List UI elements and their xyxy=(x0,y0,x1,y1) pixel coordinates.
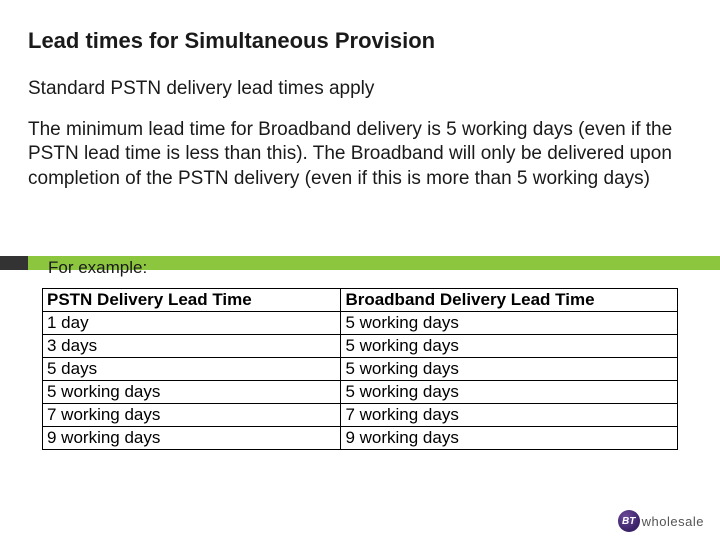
bt-wholesale-logo: BT wholesale xyxy=(618,510,704,532)
table-row: 1 day5 working days xyxy=(43,312,678,335)
bt-logo-icon: BT xyxy=(618,510,640,532)
table-cell: 5 working days xyxy=(341,312,678,335)
lead-time-table-wrap: PSTN Delivery Lead Time Broadband Delive… xyxy=(42,288,678,450)
table-cell: 9 working days xyxy=(341,427,678,450)
table-row: 5 working days5 working days xyxy=(43,381,678,404)
example-label: For example: xyxy=(48,258,147,278)
table-cell: 5 working days xyxy=(43,381,341,404)
table-cell: 7 working days xyxy=(43,404,341,427)
table-cell: 5 working days xyxy=(341,335,678,358)
table-cell: 3 days xyxy=(43,335,341,358)
table-cell: 9 working days xyxy=(43,427,341,450)
table-row: 9 working days9 working days xyxy=(43,427,678,450)
table-cell: 5 working days xyxy=(341,381,678,404)
table-row: 3 days5 working days xyxy=(43,335,678,358)
table-header-cell: PSTN Delivery Lead Time xyxy=(43,289,341,312)
slide-title: Lead times for Simultaneous Provision xyxy=(28,28,692,54)
slide-subtitle: Standard PSTN delivery lead times apply xyxy=(28,78,692,100)
table-header-cell: Broadband Delivery Lead Time xyxy=(341,289,678,312)
table-cell: 1 day xyxy=(43,312,341,335)
table-row: 5 days5 working days xyxy=(43,358,678,381)
body-paragraph: The minimum lead time for Broadband deli… xyxy=(28,118,692,191)
accent-bar-dark xyxy=(0,256,28,270)
table-cell: 5 days xyxy=(43,358,341,381)
table-row: 7 working days7 working days xyxy=(43,404,678,427)
table-cell: 7 working days xyxy=(341,404,678,427)
table-cell: 5 working days xyxy=(341,358,678,381)
logo-suffix: wholesale xyxy=(642,514,704,529)
table-header-row: PSTN Delivery Lead Time Broadband Delive… xyxy=(43,289,678,312)
lead-time-table: PSTN Delivery Lead Time Broadband Delive… xyxy=(42,288,678,450)
table-body: 1 day5 working days3 days5 working days5… xyxy=(43,312,678,450)
